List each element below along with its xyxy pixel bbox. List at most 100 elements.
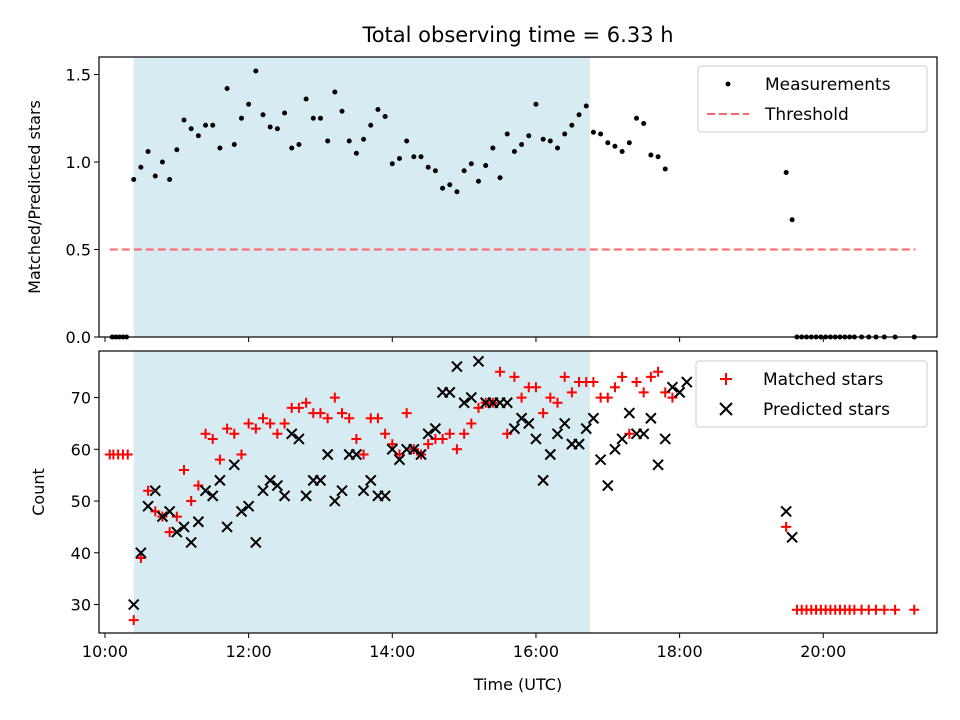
measurement-point xyxy=(195,133,201,139)
measurement-point xyxy=(396,156,402,161)
measurement-point xyxy=(789,217,795,223)
measurement-point xyxy=(598,131,604,137)
bottom-panel: 30 40 50 60 70 10:00 12:00 14:00 16:00 18:00 20:00… xyxy=(29,350,938,694)
measurement-point xyxy=(562,131,568,137)
predicted-star-point xyxy=(515,412,528,424)
measurement-point xyxy=(353,150,359,156)
measurement-point xyxy=(188,126,194,132)
matched-star-point xyxy=(250,423,261,434)
measurement-point xyxy=(526,133,532,139)
matched-star-point xyxy=(358,449,369,460)
matched-star-point xyxy=(459,428,470,439)
measurement-point xyxy=(533,101,539,107)
predicted-star-point xyxy=(192,516,205,528)
legend-marker-matched xyxy=(720,373,732,385)
predicted-star-point xyxy=(530,433,542,445)
predicted-star-point xyxy=(250,536,262,549)
measurement-point xyxy=(131,177,137,182)
matched-star-point xyxy=(401,408,412,419)
matched-star-point xyxy=(380,428,391,439)
predicted-star-point xyxy=(185,536,197,549)
predicted-star-point xyxy=(580,422,592,435)
measurement-point xyxy=(145,149,151,154)
predicted-star-point xyxy=(616,433,628,445)
measurement-point xyxy=(217,145,223,151)
x-axis-label: Time (UTC) xyxy=(473,675,562,694)
measurement-point xyxy=(382,114,388,119)
predicted-star-point xyxy=(587,412,600,424)
predicted-star-point xyxy=(645,412,657,424)
predicted-star-point xyxy=(594,453,607,466)
matched-star-point xyxy=(617,371,628,382)
predicted-star-point xyxy=(659,433,671,445)
predicted-star-point xyxy=(523,417,535,430)
measurement-point xyxy=(634,115,640,121)
legend-label-measurements: Measurements xyxy=(765,75,891,95)
bottom-plot-area xyxy=(104,355,920,626)
predicted-star-point xyxy=(558,417,571,430)
matched-star-point xyxy=(559,371,570,382)
predicted-star-point xyxy=(242,500,255,512)
matched-star-point xyxy=(135,552,146,563)
measurement-point xyxy=(418,154,424,160)
predicted-star-point xyxy=(207,490,219,502)
measurement-point xyxy=(346,138,352,144)
predicted-star-point xyxy=(163,505,176,518)
matched-star-point xyxy=(870,604,881,615)
predicted-star-point xyxy=(221,521,233,533)
matched-star-point xyxy=(451,444,462,455)
bottom-legend: Matched stars Predicted stars xyxy=(695,360,928,428)
measurement-point xyxy=(260,112,266,118)
measurement-point xyxy=(368,122,374,128)
predicted-star-point xyxy=(149,484,161,497)
matched-star-point xyxy=(645,371,656,382)
matched-star-point xyxy=(495,366,506,377)
top-shaded-region xyxy=(133,57,590,337)
measurement-point xyxy=(375,107,381,112)
matched-star-point xyxy=(466,418,477,429)
predicted-star-point xyxy=(652,459,664,471)
predicted-star-point xyxy=(537,474,549,487)
matched-star-point xyxy=(545,392,556,403)
predicted-star-point xyxy=(365,474,377,487)
legend-label-predicted: Predicted stars xyxy=(763,400,890,420)
measurement-point xyxy=(641,121,647,126)
measurement-point xyxy=(447,182,453,188)
top-y-axis-label: Matched/Predicted stars xyxy=(25,100,44,294)
predicted-star-point xyxy=(264,474,276,487)
matched-star-point xyxy=(243,418,254,429)
x-tick-label: 12:00 xyxy=(226,642,272,661)
matched-star-point xyxy=(909,604,920,615)
measurement-point xyxy=(547,138,553,144)
measurement-point xyxy=(483,163,489,168)
measurement-point xyxy=(605,140,611,146)
predicted-star-point xyxy=(257,484,269,497)
matched-star-point xyxy=(229,428,240,439)
predicted-star-point xyxy=(379,490,391,502)
predicted-star-point xyxy=(501,397,513,409)
measurement-point xyxy=(181,117,187,123)
measurement-point xyxy=(619,149,625,154)
legend-label-threshold: Threshold xyxy=(764,105,849,125)
matched-star-point xyxy=(122,449,133,460)
measurement-point xyxy=(612,143,618,149)
y-tick-label: 30 xyxy=(71,596,91,615)
measurement-point xyxy=(210,122,216,128)
measurement-point xyxy=(590,129,596,135)
predicted-star-point xyxy=(171,526,183,538)
bottom-axes-frame xyxy=(98,350,938,634)
y-tick-label: 0.5 xyxy=(66,241,91,260)
predicted-star-point xyxy=(573,438,585,450)
bottom-y-axis-label: Count xyxy=(29,468,48,516)
matched-star-point xyxy=(781,521,792,532)
measurement-point xyxy=(282,110,288,116)
measurement-point xyxy=(310,115,316,121)
top-legend-box xyxy=(697,65,928,133)
measurement-point xyxy=(519,142,525,147)
measurement-point xyxy=(274,126,280,132)
predicted-star-point xyxy=(321,448,334,461)
measurement-point xyxy=(511,149,517,154)
predicted-star-point xyxy=(357,484,370,497)
measurement-point xyxy=(174,147,180,153)
measurement-point xyxy=(389,161,395,167)
